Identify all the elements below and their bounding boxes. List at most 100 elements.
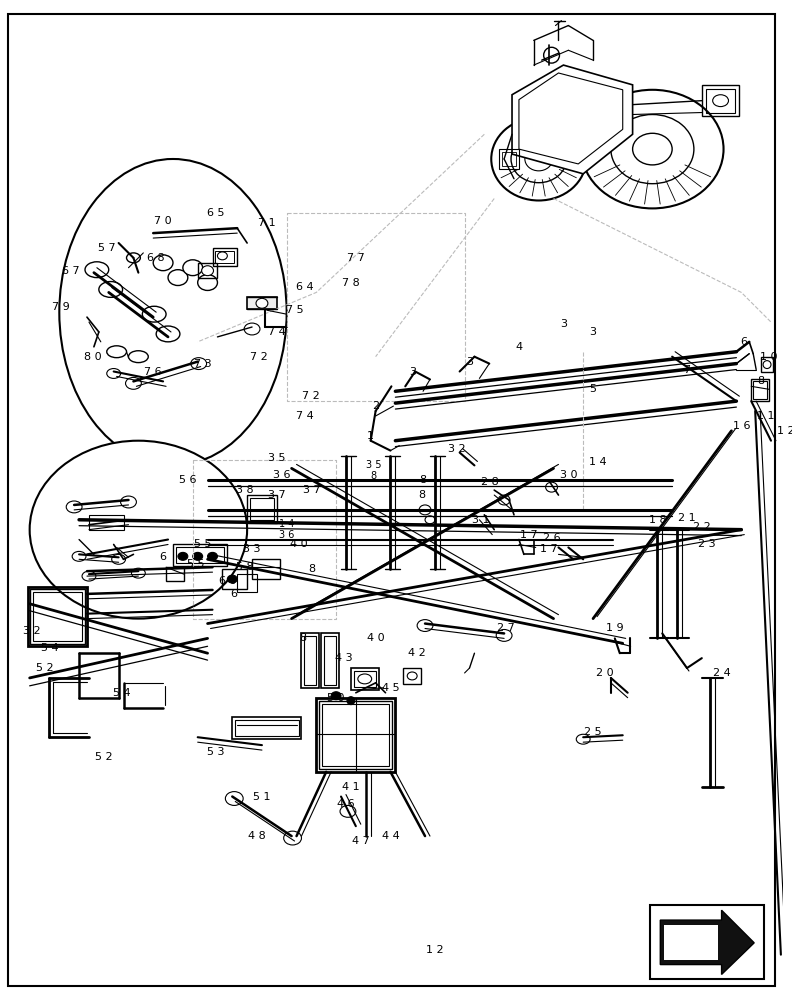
Text: 7 4: 7 4 bbox=[268, 327, 286, 337]
Text: 1 2: 1 2 bbox=[426, 945, 444, 955]
Ellipse shape bbox=[128, 351, 148, 363]
Bar bbox=[215, 251, 234, 263]
Text: 1 9: 1 9 bbox=[606, 623, 623, 633]
Ellipse shape bbox=[763, 361, 771, 369]
Bar bbox=[761, 357, 773, 372]
Ellipse shape bbox=[226, 792, 243, 805]
Text: 1 0: 1 0 bbox=[760, 352, 778, 362]
Ellipse shape bbox=[417, 620, 433, 631]
Text: 3 2: 3 2 bbox=[447, 444, 466, 454]
Ellipse shape bbox=[497, 629, 512, 641]
Text: 5 5: 5 5 bbox=[194, 539, 211, 549]
Bar bbox=[502, 152, 516, 166]
Ellipse shape bbox=[218, 252, 227, 260]
Text: 7 2: 7 2 bbox=[302, 391, 319, 401]
Polygon shape bbox=[661, 910, 754, 974]
Text: 5 4: 5 4 bbox=[112, 688, 131, 698]
Text: 4 0: 4 0 bbox=[290, 539, 307, 549]
Polygon shape bbox=[664, 925, 718, 960]
Ellipse shape bbox=[244, 323, 260, 335]
Text: 6 8: 6 8 bbox=[147, 253, 165, 263]
Text: 7 8: 7 8 bbox=[342, 278, 360, 288]
Text: 1: 1 bbox=[367, 431, 374, 441]
Ellipse shape bbox=[59, 159, 287, 465]
Bar bbox=[198, 263, 218, 278]
Ellipse shape bbox=[156, 326, 180, 342]
Text: 6: 6 bbox=[740, 337, 747, 347]
Text: 2 7: 2 7 bbox=[497, 623, 515, 633]
Bar bbox=[354, 671, 375, 687]
Text: 8: 8 bbox=[299, 633, 306, 643]
Bar bbox=[706, 89, 736, 113]
Text: 4 1: 4 1 bbox=[342, 782, 360, 792]
Text: 6 4: 6 4 bbox=[295, 282, 314, 292]
Ellipse shape bbox=[347, 697, 355, 705]
Bar bbox=[753, 381, 767, 399]
Ellipse shape bbox=[72, 551, 86, 561]
Text: 3 5
8: 3 5 8 bbox=[366, 460, 382, 481]
Bar bbox=[252, 559, 280, 579]
Bar bbox=[28, 587, 87, 646]
Text: 3: 3 bbox=[589, 327, 596, 337]
Text: 4 7: 4 7 bbox=[352, 836, 370, 846]
Bar bbox=[223, 569, 247, 589]
Text: 5 6: 5 6 bbox=[179, 475, 196, 485]
Text: 3: 3 bbox=[466, 357, 473, 367]
Bar bbox=[247, 495, 276, 523]
Ellipse shape bbox=[67, 501, 82, 513]
Text: 7 3: 7 3 bbox=[194, 359, 211, 369]
Ellipse shape bbox=[208, 552, 218, 560]
Text: 6 7: 6 7 bbox=[63, 266, 80, 276]
Ellipse shape bbox=[168, 270, 188, 286]
Text: 1 6: 1 6 bbox=[733, 421, 750, 431]
Text: 2: 2 bbox=[372, 401, 379, 411]
Bar bbox=[250, 498, 274, 520]
Bar bbox=[322, 704, 390, 766]
Text: 5 5: 5 5 bbox=[187, 559, 204, 569]
Text: 6: 6 bbox=[230, 589, 237, 599]
Text: 7 9: 7 9 bbox=[52, 302, 70, 312]
Bar bbox=[304, 636, 316, 685]
Ellipse shape bbox=[577, 734, 590, 744]
Bar bbox=[247, 297, 276, 309]
Text: 1 4
3 6: 1 4 3 6 bbox=[279, 519, 295, 540]
Ellipse shape bbox=[611, 115, 694, 184]
Ellipse shape bbox=[543, 47, 559, 63]
Ellipse shape bbox=[633, 133, 672, 165]
Text: 1 7: 1 7 bbox=[540, 544, 558, 554]
Ellipse shape bbox=[192, 552, 203, 560]
Text: 2 0: 2 0 bbox=[596, 668, 614, 678]
Text: 1 7: 1 7 bbox=[520, 530, 538, 540]
Text: 8: 8 bbox=[418, 490, 425, 500]
Text: 2 4: 2 4 bbox=[713, 668, 730, 678]
Bar bbox=[752, 379, 769, 401]
Bar bbox=[173, 544, 227, 566]
Bar bbox=[29, 589, 85, 644]
Ellipse shape bbox=[107, 369, 120, 378]
Ellipse shape bbox=[419, 505, 431, 515]
Text: 7 5: 7 5 bbox=[286, 305, 303, 315]
Bar bbox=[235, 720, 299, 736]
Text: 5 3: 5 3 bbox=[207, 747, 224, 757]
Text: 4: 4 bbox=[516, 342, 523, 352]
Text: 2 1: 2 1 bbox=[678, 513, 696, 523]
Text: 8: 8 bbox=[308, 564, 315, 574]
Ellipse shape bbox=[198, 275, 218, 290]
Text: 3 6: 3 6 bbox=[273, 470, 291, 480]
Text: 8 0: 8 0 bbox=[84, 352, 101, 362]
Bar bbox=[232, 717, 302, 739]
Text: 6 5: 6 5 bbox=[207, 208, 224, 218]
Bar bbox=[212, 248, 238, 266]
Ellipse shape bbox=[284, 831, 302, 845]
Text: 5 7: 5 7 bbox=[98, 243, 116, 253]
Text: 3 1: 3 1 bbox=[472, 515, 489, 525]
Text: 2 3: 2 3 bbox=[698, 539, 715, 549]
Text: 4 3: 4 3 bbox=[335, 653, 352, 663]
Bar bbox=[324, 636, 336, 685]
Ellipse shape bbox=[131, 568, 145, 578]
Ellipse shape bbox=[191, 358, 207, 370]
Text: 6 0: 6 0 bbox=[219, 576, 236, 586]
Bar bbox=[650, 905, 764, 979]
Text: 3: 3 bbox=[560, 319, 567, 329]
Polygon shape bbox=[512, 65, 633, 174]
